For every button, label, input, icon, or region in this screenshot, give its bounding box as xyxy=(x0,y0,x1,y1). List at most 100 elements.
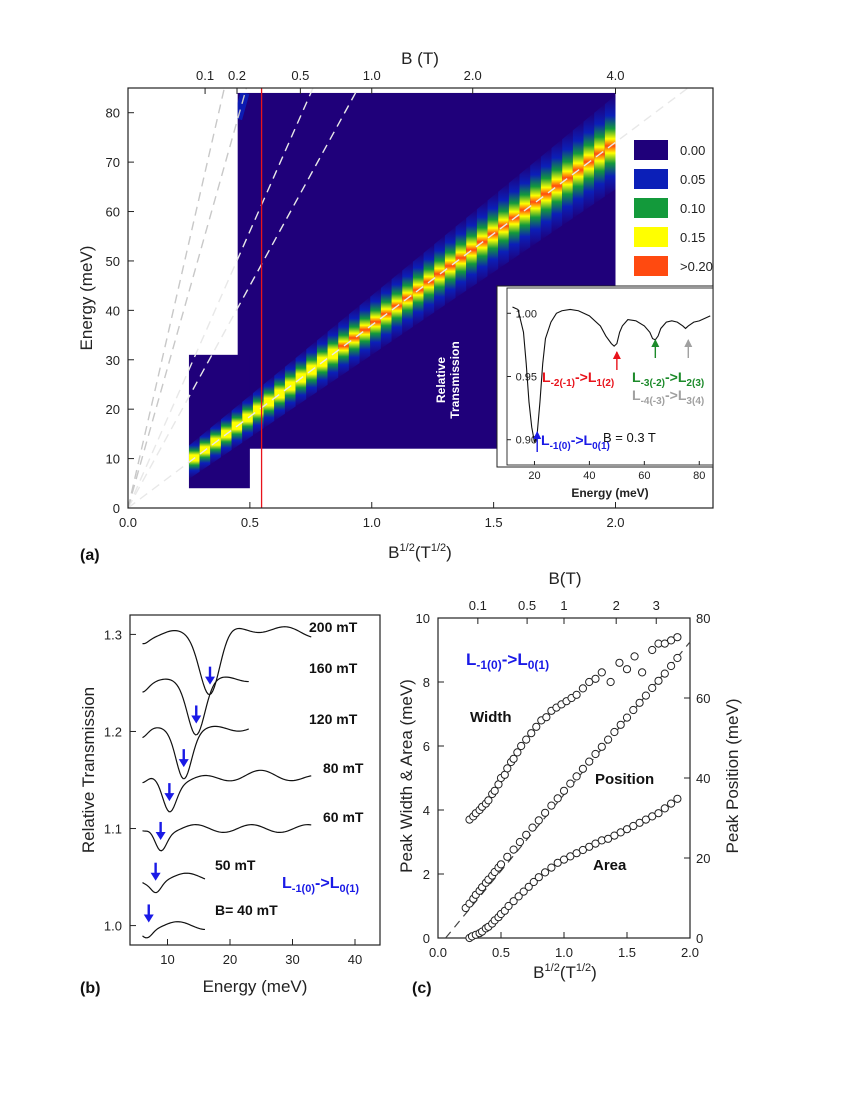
colorbar-label-0: 0.00 xyxy=(680,143,705,158)
inset-transition-label-3-s1: -4(-3) xyxy=(641,396,665,407)
inset-arrow-head-0 xyxy=(533,431,542,439)
a-top-tick-label-3: 1.0 xyxy=(363,68,381,83)
c-yr-tick-label-1: 20 xyxy=(696,851,710,866)
panel-b-y-axis-label: Relative Transmission xyxy=(79,687,98,853)
a-x-tick-label-2: 1.0 xyxy=(363,515,381,530)
c-series-label-1: Position xyxy=(595,771,654,788)
c-top-tick-label-2: 1 xyxy=(560,598,567,613)
guide-line-4 xyxy=(128,88,226,508)
panel-a-ticks: 0.0 0.5 1.0 1.5 2.0 0 10 20 30 40 50 60 70 80 0.1 0.2 0.… xyxy=(106,68,625,530)
panel-a-y-axis-label: Energy (meV) xyxy=(77,246,96,351)
panel-a-plot-content xyxy=(128,88,689,508)
inset-transition-label-0: L-1(0)->L0(1) xyxy=(541,432,610,452)
inset-transition-label-1-arrow: -> xyxy=(575,369,588,385)
c-point-position-30 xyxy=(616,720,625,729)
c-point-position-38 xyxy=(667,661,676,671)
b-x-tick-label-3: 40 xyxy=(348,952,362,967)
a-y-tick-label-5: 50 xyxy=(106,254,120,269)
c-point-position-23 xyxy=(572,772,581,781)
ridge-segment-7 xyxy=(263,375,275,429)
b-transition-label: L-1(0)->L0(1) xyxy=(282,875,359,895)
c-point-area-23 xyxy=(566,852,575,861)
c-point-position-27 xyxy=(597,742,606,751)
c-point-area-12 xyxy=(504,901,513,911)
inset-transition-label-0-s1: -1(0) xyxy=(550,441,571,452)
c-point-area-31 xyxy=(616,828,625,837)
inset-field-label: B = 0.3 T xyxy=(603,430,656,445)
c-transition-label: L-1(0)->L0(1) xyxy=(466,650,549,672)
c-point-width-37 xyxy=(648,645,657,655)
c-point-area-30 xyxy=(610,831,619,840)
guide-line-2 xyxy=(128,88,314,508)
c-point-position-19 xyxy=(547,801,556,810)
c-point-area-40 xyxy=(673,794,682,803)
c-point-area-34 xyxy=(635,818,644,827)
ridge-segment-23 xyxy=(434,235,445,313)
inset-y-axis-label-2: Transmission xyxy=(448,341,462,418)
c-point-area-37 xyxy=(654,809,663,818)
a-top-tick-label-0: 0.1 xyxy=(196,68,214,83)
c-point-position-13 xyxy=(509,845,518,854)
colorbar-swatch-1 xyxy=(634,169,668,189)
c-point-area-14 xyxy=(514,892,523,901)
inset-transition-label-1-s1: -2(-1) xyxy=(551,378,575,389)
c-yl-tick-label-3: 6 xyxy=(423,739,430,754)
b-y-tick-label-2: 1.2 xyxy=(104,724,122,739)
colorbar-label-3: 0.15 xyxy=(680,230,705,245)
c-point-position-37 xyxy=(660,669,669,678)
c-point-position-15 xyxy=(522,830,531,839)
c-series-label-0: Width xyxy=(470,709,512,726)
c-point-width-16 xyxy=(517,741,526,751)
c-x-tick-label-3: 1.5 xyxy=(618,945,636,960)
c-point-width-39 xyxy=(660,639,669,648)
a-top-tick-label-2: 0.5 xyxy=(291,68,309,83)
colorbar-swatch-2 xyxy=(634,198,668,218)
c-point-position-26 xyxy=(591,749,600,759)
c-yl-tick-label-1: 2 xyxy=(423,867,430,882)
c-point-width-27 xyxy=(572,690,581,699)
c-yr-tick-label-4: 80 xyxy=(696,611,710,626)
c-point-position-25 xyxy=(585,757,594,766)
c-yr-tick-label-0: 0 xyxy=(696,931,703,946)
c-point-width-41 xyxy=(673,633,682,642)
c-point-position-39 xyxy=(673,653,682,663)
a-y-tick-label-1: 10 xyxy=(106,452,120,467)
b-y-tick-label-3: 1.3 xyxy=(104,627,122,642)
inset-arrow-head-2 xyxy=(651,339,660,347)
c-point-position-11 xyxy=(496,860,506,869)
ridge-segment-25 xyxy=(455,217,467,298)
colorbar-label-2: 0.10 xyxy=(680,201,705,216)
c-point-area-36 xyxy=(648,812,657,821)
b-curve-2 xyxy=(142,725,249,780)
a-y-tick-label-4: 40 xyxy=(106,303,120,318)
b-transition-label-s1: -1(0) xyxy=(292,883,316,895)
inset-transition-label-0-l1: L xyxy=(541,432,550,448)
ridge-segment-16 xyxy=(359,296,371,364)
c-point-position-33 xyxy=(635,698,644,707)
ridge-segment-14 xyxy=(338,314,349,378)
inset-transition-label-0-s2: 0(1) xyxy=(592,441,610,452)
inset-transition-label-1-l1: L xyxy=(542,369,551,385)
c-point-position-29 xyxy=(610,727,619,737)
c-point-position-22 xyxy=(566,779,575,788)
b-curve-label-2: 120 mT xyxy=(309,711,358,727)
ridge-segment-26 xyxy=(466,209,477,291)
b-curve-6 xyxy=(142,921,206,939)
c-transition-label-l2: L xyxy=(517,650,527,669)
panel-a-top-axis-label: B (T) xyxy=(401,49,439,68)
b-arrow-head-1 xyxy=(191,715,202,724)
a-top-tick-label-4: 2.0 xyxy=(464,68,482,83)
panel-a: 0.0 0.5 1.0 1.5 2.0 0 10 20 30 40 50 60 70 80 0.1 0.2 0.… xyxy=(77,49,714,564)
a-y-tick-label-0: 0 xyxy=(113,501,120,516)
a-x-tick-label-4: 2.0 xyxy=(606,515,624,530)
colorbar-label-1: 0.05 xyxy=(680,172,705,187)
ridge-segment-33 xyxy=(540,147,552,240)
c-series-label-2: Area xyxy=(593,857,627,874)
b-curve-4 xyxy=(142,824,312,852)
inset-transition-label-3-s2: 3(4) xyxy=(686,396,704,407)
b-x-tick-label-0: 10 xyxy=(160,952,174,967)
b-curve-0 xyxy=(142,626,312,696)
ridge-segment-17 xyxy=(370,288,381,356)
